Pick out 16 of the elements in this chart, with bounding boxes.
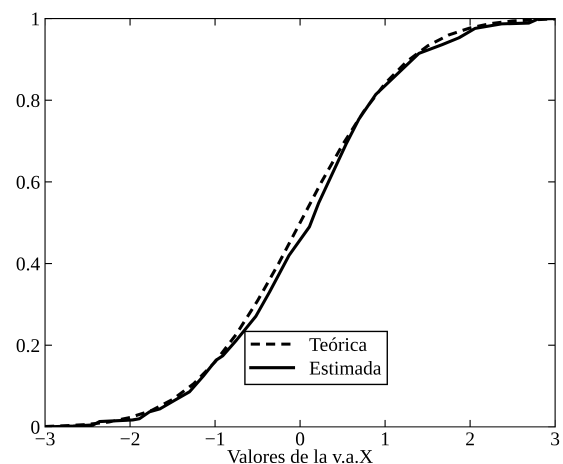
legend-label: Teórica [309, 337, 367, 352]
x-axis-title: Valores de la v.a.X [227, 449, 373, 464]
y-tick-label: 1 [32, 12, 40, 26]
y-tick-label: 0 [31, 420, 40, 434]
y-tick-label: 0.2 [16, 339, 40, 352]
y-tick-label: 0.8 [16, 94, 40, 108]
x-tick-label: 1 [382, 432, 389, 446]
x-tick-label: 2 [466, 432, 474, 446]
x-tick-label: −2 [120, 432, 140, 446]
y-tick-label: 0.4 [16, 257, 40, 271]
x-tick-label: −1 [206, 432, 224, 446]
x-tick-label: 3 [551, 432, 560, 446]
y-tick-label: 0.6 [16, 176, 40, 189]
x-tick-label: 0 [296, 432, 304, 446]
legend-label: Estimada [310, 361, 382, 375]
x-tick-label: −3 [36, 432, 55, 446]
